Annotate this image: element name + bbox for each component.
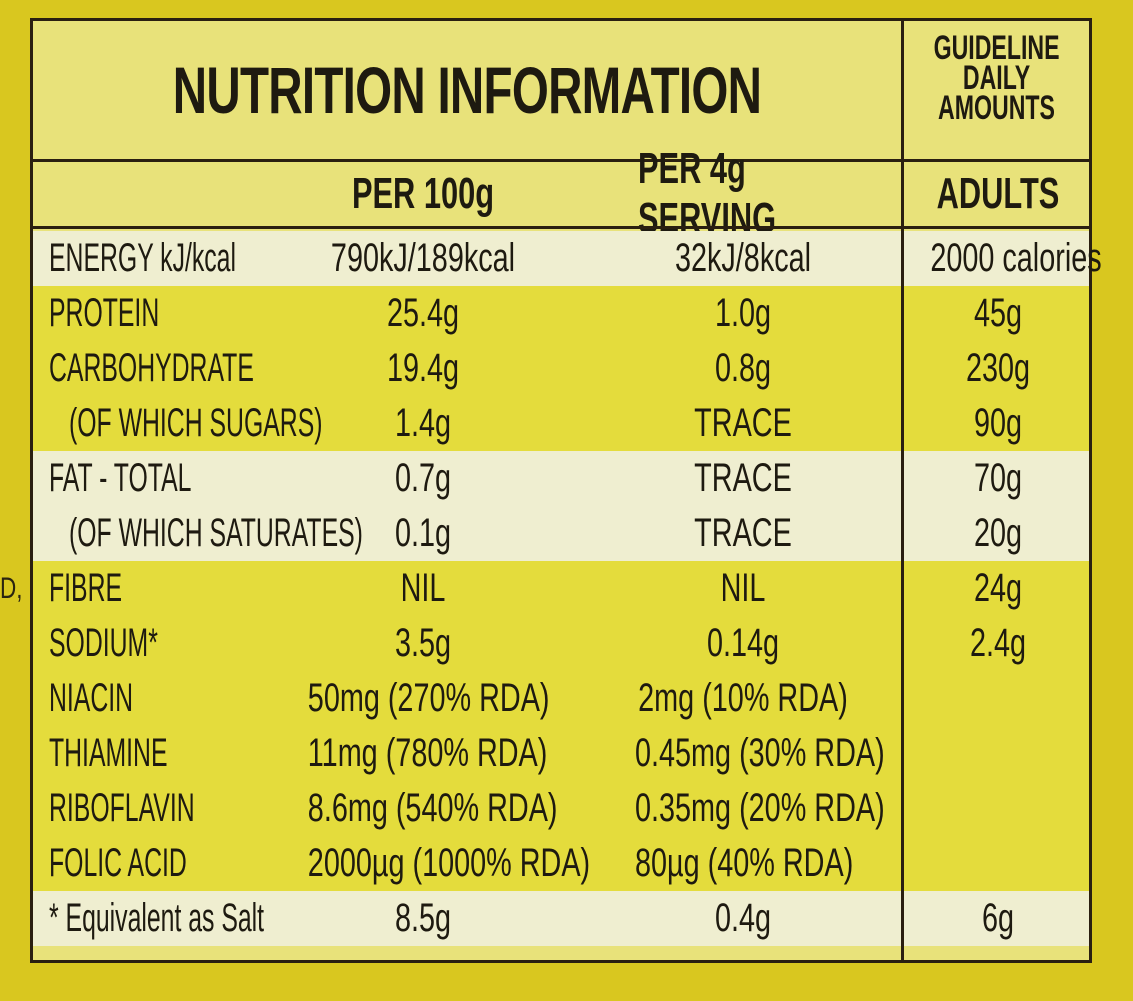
gda-value: 2.4g <box>969 621 1027 665</box>
gda-value: 20g <box>973 511 1023 555</box>
per-serving-value: 80µg (40% RDA) <box>635 841 854 885</box>
nutrient-label: CARBOHYDRATE <box>49 346 254 390</box>
nutrient-label: FAT - TOTAL <box>49 456 192 500</box>
gda-header-line: GUIDELINE <box>933 29 1060 67</box>
table-row: NIACIN 50mg (270% RDA) 2mg (10% RDA) <box>33 671 1089 726</box>
nutrient-label: FIBRE <box>49 566 123 610</box>
per-serving-value: 0.8g <box>714 346 772 390</box>
table-row: FIBRE NIL NIL 24g <box>33 561 1089 616</box>
table-row: (OF WHICH SUGARS) 1.4g TRACE 90g <box>33 396 1089 451</box>
per-100g-value: NIL <box>400 566 446 610</box>
gda-value: 230g <box>965 346 1031 390</box>
column-divider <box>901 21 904 960</box>
table-row: SODIUM* 3.5g 0.14g 2.4g <box>33 616 1089 671</box>
nutrient-label: PROTEIN <box>49 291 160 335</box>
gda-value <box>930 671 1065 726</box>
per-serving-value: NIL <box>720 566 766 610</box>
per-serving-value: 2mg (10% RDA) <box>638 676 848 720</box>
table-body: ENERGY kJ/kcal 790kJ/189kcal 32kJ/8kcal 200… <box>33 231 1102 946</box>
per-serving-value: 0.35mg (20% RDA) <box>635 786 885 830</box>
per-serving-value: TRACE <box>694 456 792 500</box>
column-header-per-serving: PER 4g SERVING <box>638 144 777 243</box>
per-100g-value: 3.5g <box>394 621 452 665</box>
per-serving-value: 0.45mg (30% RDA) <box>635 731 885 775</box>
gda-header-line: AMOUNTS <box>938 89 1055 127</box>
table-row: PROTEIN 25.4g 1.0g 45g <box>33 286 1089 341</box>
column-header-adults: ADULTS <box>936 169 1060 218</box>
per-serving-value: TRACE <box>694 401 792 445</box>
nutrient-label: FOLIC ACID <box>49 841 187 885</box>
nutrient-label: ENERGY kJ/kcal <box>49 236 236 280</box>
table-row: CARBOHYDRATE 19.4g 0.8g 230g <box>33 341 1089 396</box>
nutrient-label: SODIUM* <box>49 621 158 665</box>
per-serving-value: 0.4g <box>714 896 772 940</box>
nutrient-label: RIBOFLAVIN <box>49 786 195 830</box>
stray-edge-text: D, <box>0 572 23 605</box>
per-100g-value: 19.4g <box>386 346 460 390</box>
table-row: FOLIC ACID 2000µg (1000% RDA) 80µg (40% RD… <box>33 836 1089 891</box>
per-100g-value: 11mg (780% RDA) <box>307 731 548 775</box>
column-header-per-100g: PER 100g <box>351 169 495 218</box>
gda-header: GUIDELINE DAILY AMOUNTS <box>933 29 1060 127</box>
gda-value: 45g <box>973 291 1023 335</box>
gda-value: 90g <box>973 401 1023 445</box>
table-row: (OF WHICH SATURATES) 0.1g TRACE 20g <box>33 506 1089 561</box>
per-serving-value: 32kJ/8kcal <box>674 236 812 280</box>
gda-value: 70g <box>973 456 1023 500</box>
per-serving-value: 1.0g <box>714 291 772 335</box>
per-100g-value: 8.6mg (540% RDA) <box>307 786 558 830</box>
per-serving-value: 0.14g <box>706 621 780 665</box>
table-row: * Equivalent as Salt 8.5g 0.4g 6g <box>33 891 1089 946</box>
per-100g-value: 8.5g <box>394 896 452 940</box>
gda-header-line: DAILY <box>962 59 1031 97</box>
per-100g-value: 790kJ/189kcal <box>330 236 516 280</box>
table-title: NUTRITION INFORMATION <box>172 53 762 127</box>
table-row: THIAMINE 11mg (780% RDA) 0.45mg (30% RDA) <box>33 726 1089 781</box>
gda-value: 6g <box>981 896 1015 940</box>
per-100g-value: 0.7g <box>394 456 452 500</box>
divider <box>33 226 1089 229</box>
per-100g-value: 25.4g <box>386 291 460 335</box>
nutrition-table: NUTRITION INFORMATION GUIDELINE DAILY AM… <box>30 18 1102 963</box>
per-100g-value: 0.1g <box>394 511 452 555</box>
gda-value: 24g <box>973 566 1023 610</box>
gda-value <box>930 726 1065 781</box>
table-row: RIBOFLAVIN 8.6mg (540% RDA) 0.35mg (20% RD… <box>33 781 1089 836</box>
nutrient-label: * Equivalent as Salt <box>49 896 265 940</box>
gda-value <box>930 836 1065 891</box>
per-100g-value: 1.4g <box>394 401 452 445</box>
per-100g-value: 50mg (270% RDA) <box>307 676 550 720</box>
gda-value <box>930 781 1065 836</box>
table-row: ENERGY kJ/kcal 790kJ/189kcal 32kJ/8kcal 200… <box>33 231 1102 286</box>
divider <box>33 159 1089 162</box>
nutrient-label: (OF WHICH SUGARS) <box>69 401 323 445</box>
table-row: FAT - TOTAL 0.7g TRACE 70g <box>33 451 1089 506</box>
nutrient-label: NIACIN <box>49 676 134 720</box>
gda-value: 2000 calories <box>930 236 1102 280</box>
per-100g-value: 2000µg (1000% RDA) <box>307 841 591 885</box>
per-serving-value: TRACE <box>694 511 792 555</box>
nutrient-label: THIAMINE <box>49 731 168 775</box>
nutrient-label: (OF WHICH SATURATES) <box>69 511 363 555</box>
